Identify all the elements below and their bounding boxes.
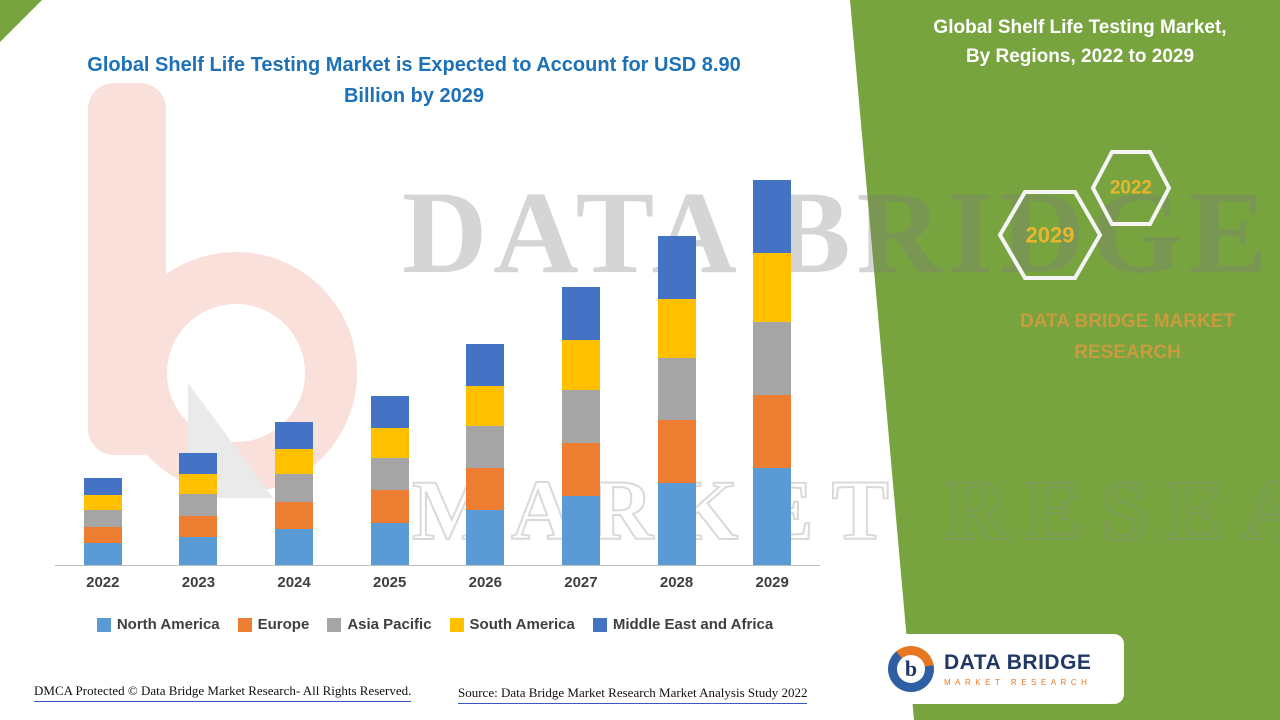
legend-label-south-america: South America xyxy=(469,616,575,633)
right-green-panel xyxy=(850,0,1280,720)
bar-segment-2026-asia-pacific xyxy=(466,425,505,468)
bar-segment-2029-asia-pacific xyxy=(753,322,792,396)
bar-segment-2023-middle-east-and-africa xyxy=(179,452,218,475)
bar-segment-2024-north-america xyxy=(275,529,314,565)
legend-swatch-north-america xyxy=(96,617,111,632)
bar-segment-2024-asia-pacific xyxy=(275,474,314,502)
legend-swatch-middle-east-and-africa xyxy=(592,617,607,632)
bar-segment-2024-south-america xyxy=(275,448,314,475)
bar-segment-2023-europe xyxy=(179,515,218,537)
panel-title-line1: Global Shelf Life Testing Market, xyxy=(933,17,1227,38)
legend-item-europe: Europe xyxy=(237,616,310,633)
year-hexagons: 2022 2029 xyxy=(997,150,1172,280)
brand-text: DATA BRIDGE MARKET RESEARCH xyxy=(1020,311,1235,364)
bar-segment-2022-south-america xyxy=(83,494,122,511)
bar-segment-2025-north-america xyxy=(370,522,409,565)
legend-label-europe: Europe xyxy=(257,616,310,633)
hexagon-year-2022: 2022 xyxy=(1110,178,1152,199)
bar-segment-2029-europe xyxy=(753,395,792,469)
x-axis-label-2028: 2028 xyxy=(659,574,694,591)
stacked-bar-2028 xyxy=(657,236,696,565)
legend-item-south-america: South America xyxy=(449,616,575,633)
legend-label-north-america: North America xyxy=(116,616,220,633)
bar-segment-2028-north-america xyxy=(657,482,696,565)
bar-segment-2027-europe xyxy=(561,442,600,496)
legend-swatch-europe xyxy=(237,617,252,632)
x-axis-label-2027: 2027 xyxy=(564,574,598,591)
stacked-bar-chart xyxy=(55,175,820,566)
bar-segment-2027-north-america xyxy=(561,495,600,565)
x-axis-label-2024: 2024 xyxy=(277,574,311,591)
bar-segment-2026-europe xyxy=(466,467,505,510)
data-bridge-logo-icon: b xyxy=(888,646,934,692)
legend-label-middle-east-and-africa: Middle East and Africa xyxy=(612,616,774,633)
legend-swatch-asia-pacific xyxy=(327,617,342,632)
watermark-text-market-research: MARKET RESEARCH xyxy=(411,461,1280,559)
bar-segment-2024-europe xyxy=(275,501,314,529)
x-axis-label-2029: 2029 xyxy=(755,574,789,591)
x-axis-label-2022: 2022 xyxy=(86,574,120,591)
watermark-text-data-bridge: DATA BRIDGE xyxy=(402,167,1274,298)
bar-segment-2023-south-america xyxy=(179,474,218,495)
bar-segment-2027-middle-east-and-africa xyxy=(561,287,600,341)
bar-segment-2026-north-america xyxy=(466,509,505,565)
top-left-corner-accent xyxy=(0,0,42,42)
panel-title-line2: By Regions, 2022 to 2029 xyxy=(965,45,1195,67)
hexagon-2029 xyxy=(997,190,1103,280)
stacked-bar-2025 xyxy=(370,395,409,565)
hexagon-2022 xyxy=(1090,150,1172,226)
bar-segment-2026-middle-east-and-africa xyxy=(466,343,505,386)
source-note: Source: Data Bridge Market Research Mark… xyxy=(458,685,808,704)
bar-segment-2024-middle-east-and-africa xyxy=(275,421,314,449)
logo-text-block: DATA BRIDGE MARKET RESEARCH xyxy=(944,651,1091,687)
stacked-bar-2027 xyxy=(561,287,600,565)
bar-segment-2022-middle-east-and-africa xyxy=(83,478,122,495)
bar-segment-2023-asia-pacific xyxy=(179,494,218,516)
x-axis-labels: 2022 2023 2024 2025 2026 2027 2028 2029 xyxy=(55,574,820,591)
panel-title: Global Shelf Life Testing Market, By Reg… xyxy=(894,14,1266,71)
bar-segment-2026-south-america xyxy=(466,385,505,426)
bar-segment-2027-asia-pacific xyxy=(561,389,600,443)
stacked-bar-2023 xyxy=(179,452,218,565)
data-bridge-logo: b DATA BRIDGE MARKET RESEARCH xyxy=(876,634,1124,704)
bar-segment-2028-asia-pacific xyxy=(657,357,696,421)
x-axis-label-2025: 2025 xyxy=(373,574,407,591)
x-axis-label-2023: 2023 xyxy=(181,574,216,591)
bar-segment-2025-south-america xyxy=(370,428,409,459)
bar-segment-2025-middle-east-and-africa xyxy=(370,395,409,429)
logo-b-letter: b xyxy=(904,656,918,681)
logo-subtitle: MARKET RESEARCH xyxy=(944,678,1092,687)
bar-segment-2029-middle-east-and-africa xyxy=(753,179,792,253)
bar-segment-2029-north-america xyxy=(753,468,792,565)
dmca-note: DMCA Protected © Data Bridge Market Rese… xyxy=(34,683,412,702)
stacked-bar-2029 xyxy=(753,179,792,565)
bar-segment-2028-south-america xyxy=(657,298,696,358)
bar-segment-2028-europe xyxy=(657,420,696,483)
legend-item-asia-pacific: Asia Pacific xyxy=(327,616,432,633)
bar-segment-2029-south-america xyxy=(753,252,792,323)
legend-swatch-south-america xyxy=(449,617,464,632)
bar-segment-2022-asia-pacific xyxy=(83,510,122,527)
bar-segment-2027-south-america xyxy=(561,340,600,390)
hexagon-year-2029: 2029 xyxy=(1026,223,1075,248)
x-axis-label-2026: 2026 xyxy=(468,574,502,591)
legend-label-asia-pacific: Asia Pacific xyxy=(347,616,432,633)
legend-item-middle-east-and-africa: Middle East and Africa xyxy=(592,616,774,633)
bar-segment-2022-north-america xyxy=(83,543,122,565)
legend-item-north-america: North America xyxy=(96,616,220,633)
chart-main-title: Global Shelf Life Testing Market is Expe… xyxy=(87,54,741,107)
stacked-bar-2026 xyxy=(466,343,505,565)
stacked-bar-2024 xyxy=(275,421,314,565)
bar-segment-2028-middle-east-and-africa xyxy=(657,236,696,299)
bar-segment-2022-europe xyxy=(83,526,122,544)
bar-segment-2025-europe xyxy=(370,490,409,523)
stacked-bar-2022 xyxy=(83,478,122,565)
bar-segment-2023-north-america xyxy=(179,536,218,565)
bar-segment-2025-asia-pacific xyxy=(370,458,409,491)
chart-legend: North America Europe Asia Pacific South Ame… xyxy=(40,616,830,633)
logo-title: DATA BRIDGE xyxy=(944,651,1092,674)
